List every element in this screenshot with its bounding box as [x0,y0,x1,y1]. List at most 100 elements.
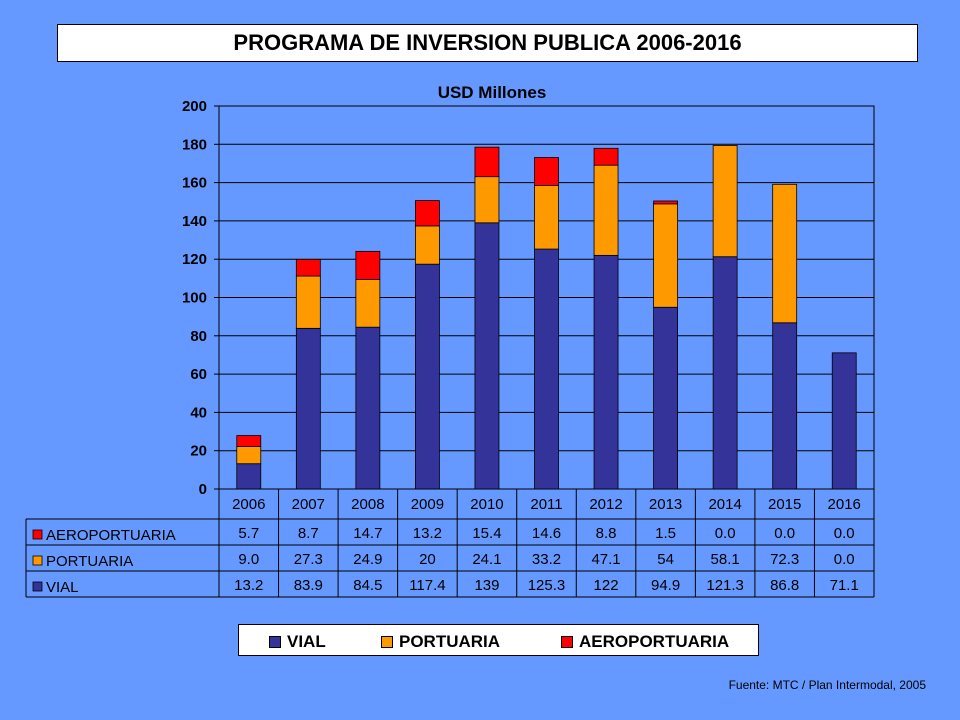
y-tick-label: 0 [199,481,207,498]
legend-item-vial: VIAL [269,632,326,652]
bar-portuaria-2014 [712,145,738,258]
data-table: 2006 2007 2008 2009 2010 2011 2012 2013 2014 2015… [25,489,875,598]
table-cell-aeroportuaria: 14.6 [532,525,561,542]
legend-swatch-vial [269,636,281,648]
bar-aeroportuaria-2011 [534,157,559,186]
x-tick-label: 2014 [708,496,741,513]
table-row-label-portuaria: PORTUARIA [46,553,133,570]
bar-vial-2006 [236,463,262,490]
x-tick-label: 2016 [828,496,861,513]
x-tick-label: 2010 [470,496,503,513]
table-cell-portuaria: 24.1 [472,551,501,568]
legend-item-portuaria: PORTUARIA [381,632,500,652]
table-swatch-vial [32,581,43,592]
x-tick-label: 2007 [292,496,325,513]
bar-aeroportuaria-2008 [355,250,381,280]
bar-aeroportuaria-2006 [236,435,262,447]
bar-portuaria-2007 [295,275,321,329]
y-tick-label: 120 [182,251,207,268]
x-tick-label: 2015 [768,496,801,513]
bar-vial-2010 [474,222,500,490]
table-cell-vial: 125.3 [528,577,566,594]
legend-label-portuaria: PORTUARIA [399,632,501,651]
source-note: Fuente: MTC / Plan Intermodal, 2005 [728,678,926,692]
bar-portuaria-2012 [593,164,619,256]
x-tick-label: 2013 [649,496,682,513]
bar-portuaria-2009 [415,225,440,265]
legend: VIAL PORTUARIA AEROPORTUARIA [238,624,759,656]
table-cell-vial: 117.4 [409,577,445,594]
bar-vial-2014 [712,256,738,490]
table-cell-vial: 86.8 [770,577,799,594]
table-cell-vial: 94.9 [651,577,680,594]
table-cell-aeroportuaria: 14.7 [353,525,382,542]
table-cell-aeroportuaria: 1.5 [655,525,676,542]
x-tick-label: 2011 [530,496,562,513]
table-cell-vial: 71.1 [830,577,859,594]
table-row-label-aeroportuaria: AEROPORTUARIA [46,527,176,544]
bar-aeroportuaria-2010 [474,146,500,178]
bar-aeroportuaria-2009 [415,200,440,227]
legend-swatch-aeroportuaria [561,636,573,648]
bar-portuaria-2006 [236,446,262,465]
bar-vial-2009 [415,263,440,490]
table-swatch-aeroportuaria [32,529,43,540]
table-cell-portuaria: 20 [419,551,436,568]
bar-vial-2016 [831,352,857,490]
bar-portuaria-2013 [653,203,678,308]
table-cell-portuaria: 9.0 [238,551,259,568]
bar-vial-2008 [355,326,381,490]
y-tick-label: 140 [182,213,207,230]
table-cell-aeroportuaria: 15.4 [472,525,501,542]
table-row-label-vial: VIAL [46,579,79,596]
bar-aeroportuaria-2012 [593,147,619,166]
y-tick-label: 160 [182,175,207,192]
x-tick-label: 2006 [232,496,265,513]
table-cell-portuaria: 58.1 [711,551,740,568]
table-swatch-portuaria [32,555,43,566]
legend-swatch-portuaria [381,636,393,648]
table-cell-portuaria: 72.3 [770,551,799,568]
bar-aeroportuaria-2007 [295,258,321,277]
y-tick-label: 100 [182,290,207,307]
bar-portuaria-2015 [772,183,798,324]
x-tick-label: 2008 [351,496,384,513]
legend-item-aeroportuaria: AEROPORTUARIA [561,632,729,652]
legend-label-aeroportuaria: AEROPORTUARIA [579,632,730,651]
x-tick-label: 2009 [411,496,444,513]
table-cell-portuaria: 47.1 [591,551,620,568]
y-tick-label: 80 [190,328,207,345]
bar-portuaria-2011 [534,185,559,250]
table-cell-vial: 139 [474,577,499,594]
bar-vial-2015 [772,322,798,490]
table-cell-portuaria: 54 [657,551,674,568]
table-cell-vial: 83.9 [294,577,323,594]
table-cell-aeroportuaria: 8.7 [298,525,319,542]
y-tick-label: 60 [190,366,207,383]
y-tick-label: 180 [182,136,207,153]
table-cell-vial: 13.2 [234,577,263,594]
chart-title: PROGRAMA DE INVERSION PUBLICA 2006-2016 [57,24,918,62]
bar-portuaria-2010 [474,176,500,224]
table-cell-portuaria: 24.9 [353,551,382,568]
table-cell-portuaria: 33.2 [532,551,561,568]
plot-area: 0 20 40 60 80 100 120 140 160 180 200 [182,98,875,498]
y-tick-label: 40 [190,404,207,421]
table-cell-aeroportuaria: 13.2 [413,525,442,542]
bar-aeroportuaria-2013 [653,200,678,205]
table-cell-vial: 121.3 [706,577,744,594]
bar-vial-2013 [653,306,678,490]
bar-vial-2007 [295,327,321,490]
y-tick-label: 200 [182,98,207,115]
table-cell-aeroportuaria: 0.0 [774,525,795,542]
table-cell-aeroportuaria: 0.0 [834,525,855,542]
x-tick-label: 2012 [589,496,622,513]
table-cell-portuaria: 0.0 [834,551,855,568]
table-cell-aeroportuaria: 5.7 [238,525,259,542]
table-cell-portuaria: 27.3 [294,551,323,568]
y-tick-label: 20 [190,443,207,460]
table-cell-vial: 122 [594,577,619,594]
legend-label-vial: VIAL [287,632,326,651]
table-cell-vial: 84.5 [353,577,382,594]
chart-subtitle: USD Millones [438,83,547,102]
